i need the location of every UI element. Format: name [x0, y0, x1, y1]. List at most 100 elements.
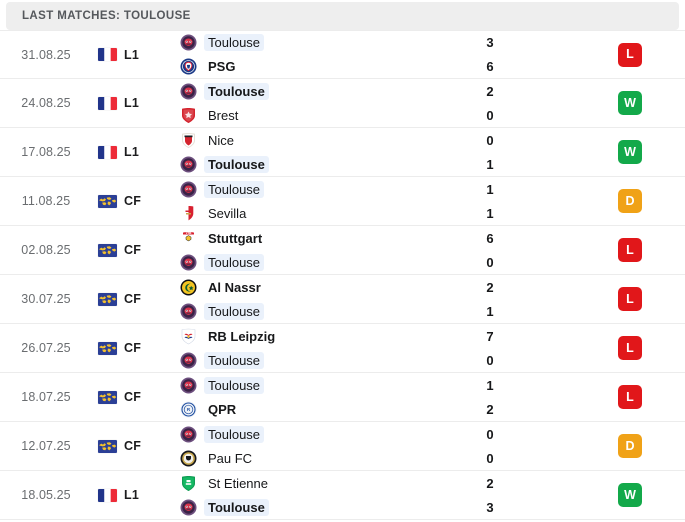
match-date: 18.05.25: [21, 488, 71, 502]
toulouse-crest-icon: [180, 377, 197, 394]
away-score: 1: [486, 205, 494, 221]
result-cell: W: [575, 483, 685, 507]
match-row[interactable]: 31.08.25 L1 Toulouse PSG 3 6 L: [0, 30, 685, 79]
home-team[interactable]: Toulouse: [180, 82, 405, 100]
competition-label: L1: [124, 488, 139, 502]
competition-cell[interactable]: CF: [92, 243, 170, 257]
away-team[interactable]: Toulouse: [180, 302, 405, 320]
competition-cell[interactable]: CF: [92, 194, 170, 208]
match-row[interactable]: 24.08.25 L1 Toulouse Brest 2 0 W: [0, 79, 685, 128]
match-row[interactable]: 18.07.25 CF Toulouse R QPR 1 2 L: [0, 373, 685, 422]
away-team[interactable]: Toulouse: [180, 253, 405, 271]
match-row[interactable]: 12.07.25 CF Toulouse Pau FC 0 0 D: [0, 422, 685, 471]
home-team[interactable]: VfB Stuttgart: [180, 230, 405, 247]
match-row[interactable]: 26.07.25 CF RB Leipzig Toulouse 7 0 L: [0, 324, 685, 373]
away-score: 1: [486, 303, 494, 319]
home-score: 2: [486, 83, 494, 99]
world-flag-icon: [98, 243, 117, 257]
away-team[interactable]: Brest: [180, 107, 405, 124]
away-team[interactable]: R QPR: [180, 401, 405, 418]
competition-label: CF: [124, 243, 142, 257]
status-badge: W: [618, 140, 642, 164]
match-row[interactable]: 30.07.25 CF Al Nassr Toulouse 2 1 L: [0, 275, 685, 324]
result-cell: D: [575, 189, 685, 213]
match-date: 11.08.25: [21, 194, 71, 208]
home-team-name: Toulouse: [204, 180, 265, 198]
competition-cell[interactable]: L1: [92, 145, 170, 159]
status-badge: L: [618, 42, 642, 67]
toulouse-crest-icon: [180, 499, 197, 516]
home-team[interactable]: RB Leipzig: [180, 328, 405, 345]
competition-label: CF: [124, 292, 142, 306]
france-flag-icon: [98, 488, 117, 502]
competition-cell[interactable]: CF: [92, 292, 170, 306]
status-badge: W: [618, 483, 642, 507]
world-flag-icon: [98, 439, 117, 453]
competition-cell[interactable]: L1: [92, 96, 170, 110]
away-team[interactable]: PSG: [180, 58, 405, 75]
match-row[interactable]: 11.08.25 CF Toulouse Sevilla 1 1 D: [0, 177, 685, 226]
home-team[interactable]: Toulouse: [180, 180, 405, 198]
status-badge: L: [618, 336, 642, 360]
stuttgart-crest-icon: VfB: [180, 230, 197, 247]
away-team-name: Toulouse: [204, 498, 269, 516]
away-team[interactable]: Pau FC: [180, 450, 405, 467]
sevilla-crest-icon: [180, 205, 197, 222]
result-cell: L: [575, 336, 685, 360]
leipzig-crest-icon: [180, 328, 197, 345]
teams-cell: RB Leipzig Toulouse: [170, 328, 405, 369]
away-team-name: Toulouse: [204, 302, 265, 320]
toulouse-crest-icon: [180, 83, 197, 100]
away-team-name: QPR: [208, 401, 237, 417]
competition-label: L1: [124, 96, 139, 110]
competition-cell[interactable]: CF: [92, 341, 170, 355]
home-team[interactable]: Toulouse: [180, 34, 405, 51]
home-team[interactable]: St Etienne: [180, 475, 405, 492]
toulouse-crest-icon: [180, 156, 197, 173]
paufc-crest-icon: [180, 450, 197, 467]
competition-cell[interactable]: L1: [92, 48, 170, 62]
home-score: 2: [486, 279, 494, 295]
away-score: 0: [486, 254, 494, 270]
home-team-name: St Etienne: [208, 475, 268, 491]
match-row[interactable]: 02.08.25 CF VfB Stuttgart Toulouse 6 0 L: [0, 226, 685, 275]
world-flag-icon: [98, 194, 117, 208]
competition-cell[interactable]: CF: [92, 390, 170, 404]
home-team[interactable]: Toulouse: [180, 425, 405, 443]
away-score: 0: [486, 450, 494, 466]
home-team-name: Toulouse: [204, 82, 269, 100]
toulouse-crest-icon: [180, 254, 197, 271]
stetienne-crest-icon: [180, 475, 197, 492]
away-team[interactable]: Toulouse: [180, 351, 405, 369]
match-date: 17.08.25: [21, 145, 71, 159]
competition-label: CF: [124, 194, 142, 208]
match-row[interactable]: 17.08.25 L1 Nice Toulouse 0 1 W: [0, 128, 685, 177]
competition-cell[interactable]: CF: [92, 439, 170, 453]
teams-cell: VfB Stuttgart Toulouse: [170, 230, 405, 271]
away-team[interactable]: Toulouse: [180, 155, 405, 173]
away-team-name: PSG: [208, 59, 236, 74]
match-date: 30.07.25: [21, 292, 71, 306]
away-team[interactable]: Sevilla: [180, 205, 405, 222]
match-row[interactable]: 18.05.25 L1 St Etienne Toulouse 2 3 W: [0, 471, 685, 520]
home-team[interactable]: Toulouse: [180, 376, 405, 394]
home-team[interactable]: Al Nassr: [180, 279, 405, 296]
competition-cell[interactable]: L1: [92, 488, 170, 502]
page-title: LAST MATCHES: TOULOUSE: [22, 10, 191, 22]
home-score: 1: [486, 377, 494, 393]
toulouse-crest-icon: [180, 303, 197, 320]
home-team-name: Al Nassr: [208, 279, 261, 295]
teams-cell: Toulouse Brest: [170, 82, 405, 124]
toulouse-crest-icon: [180, 34, 197, 51]
away-team-name: Toulouse: [204, 253, 265, 271]
away-team[interactable]: Toulouse: [180, 498, 405, 516]
home-team-name: Nice: [208, 132, 235, 148]
home-team-name: Stuttgart: [208, 230, 263, 246]
home-team[interactable]: Nice: [180, 132, 405, 149]
competition-label: L1: [124, 47, 139, 62]
status-badge: D: [618, 189, 642, 213]
france-flag-icon: [98, 145, 117, 159]
home-team-name: Toulouse: [204, 34, 265, 51]
home-score: 3: [486, 35, 494, 50]
